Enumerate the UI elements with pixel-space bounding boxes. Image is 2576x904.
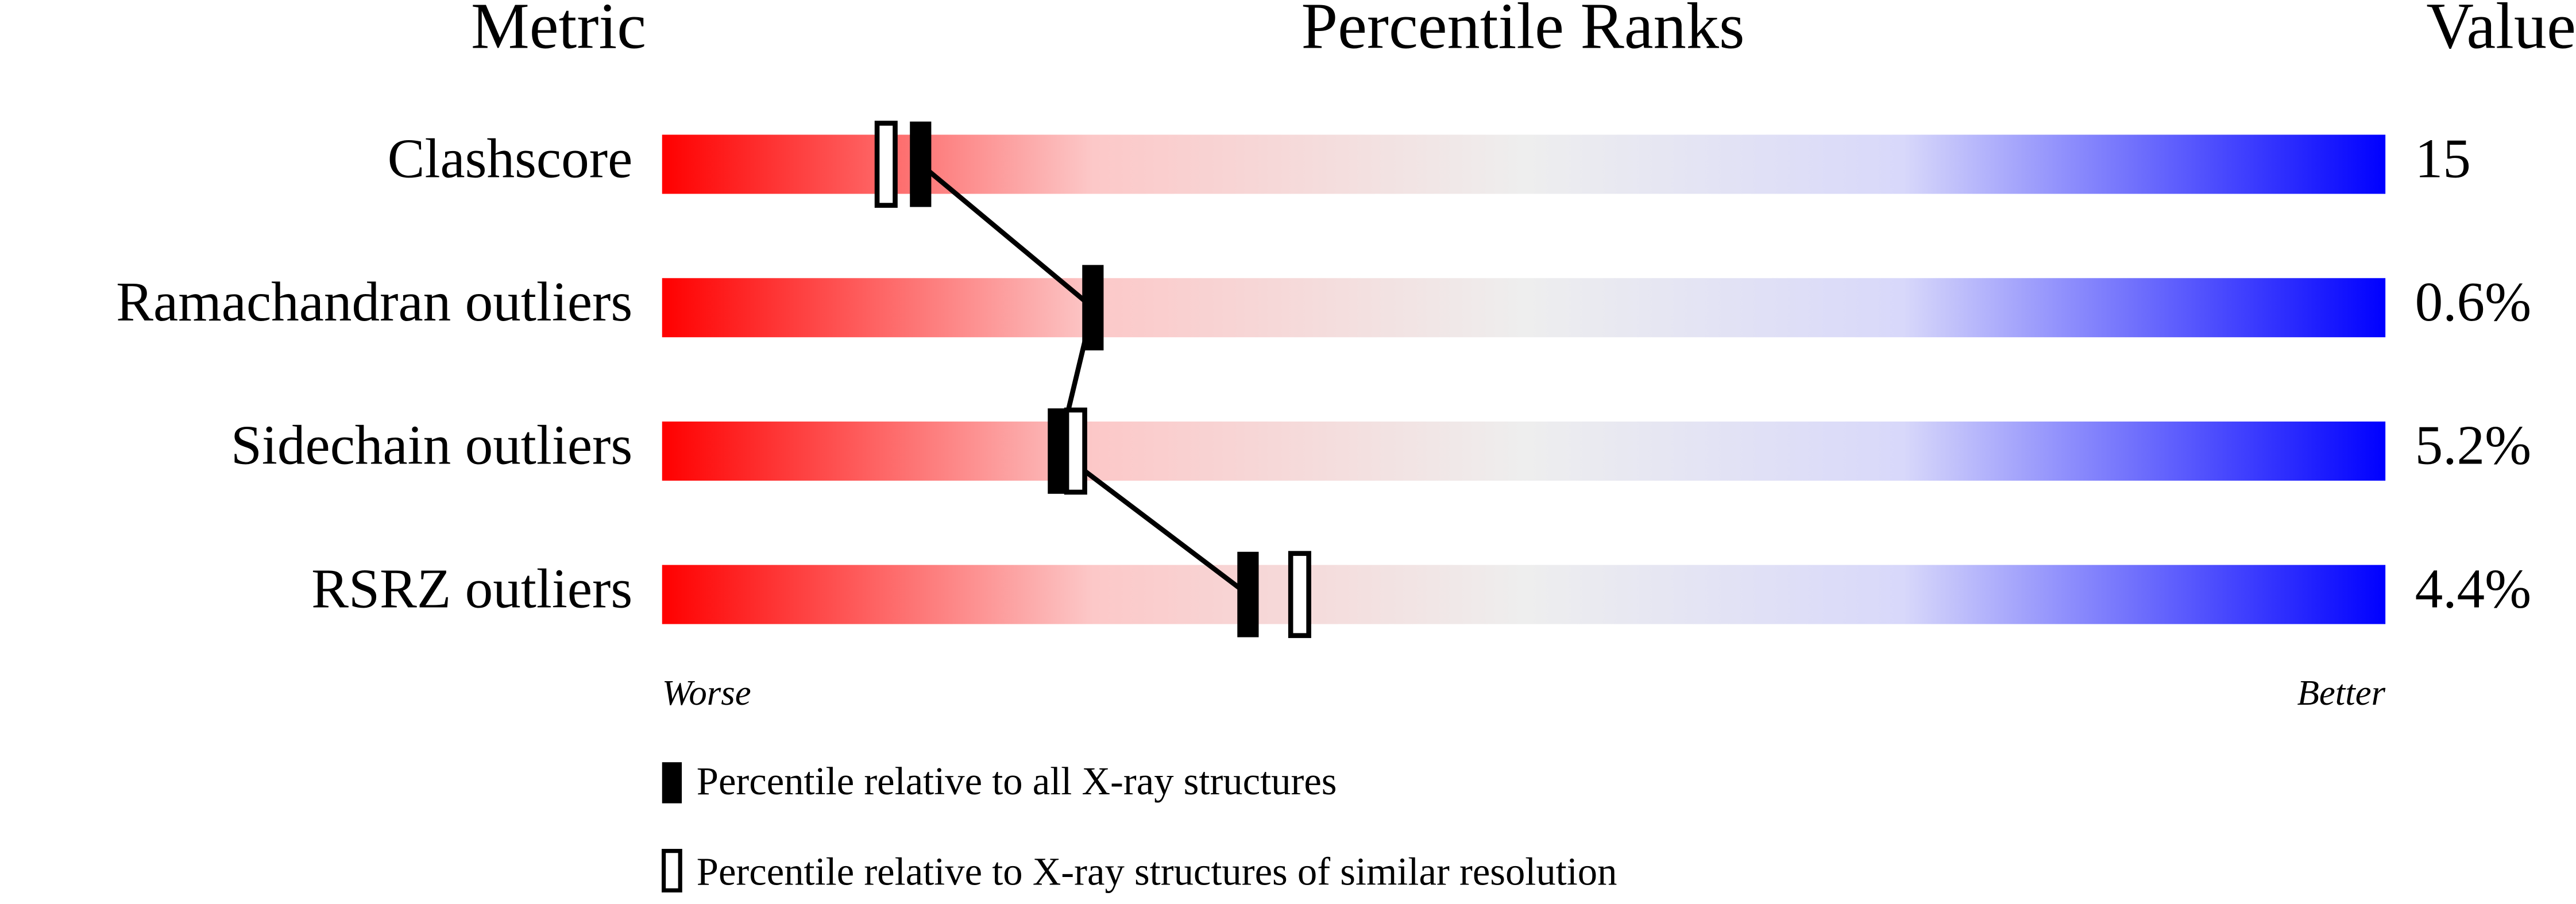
metric-value: 0.6% bbox=[2415, 271, 2532, 333]
legend-label: Percentile relative to all X-ray structu… bbox=[697, 759, 1337, 803]
legend-filled-icon bbox=[662, 762, 682, 803]
percentile-marker-open bbox=[874, 121, 898, 208]
percentile-marker bbox=[1237, 551, 1259, 638]
percentile-marker bbox=[1082, 265, 1104, 351]
metric-value: 4.4% bbox=[2415, 558, 2532, 620]
worse-label: Worse bbox=[662, 673, 751, 713]
connector-line bbox=[919, 162, 1250, 597]
metric-header: Metric bbox=[471, 0, 646, 62]
metric-label: Sidechain outliers bbox=[231, 415, 632, 477]
metric-label: Clashscore bbox=[388, 128, 633, 190]
percentile-marker bbox=[910, 121, 932, 207]
chart-title: Percentile Ranks bbox=[1301, 0, 1745, 62]
metric-value: 15 bbox=[2415, 128, 2471, 190]
gradient-bar bbox=[662, 278, 2386, 338]
gradient-bar bbox=[662, 134, 2386, 194]
metric-label: Ramachandran outliers bbox=[116, 271, 632, 333]
metric-value: 5.2% bbox=[2415, 415, 2532, 477]
legend-open-icon bbox=[662, 849, 682, 893]
percentile-marker-open bbox=[1064, 407, 1087, 495]
metric-label: RSRZ outliers bbox=[311, 558, 632, 620]
gradient-bar bbox=[662, 565, 2386, 624]
value-header: Value bbox=[2426, 0, 2576, 62]
better-label: Better bbox=[2297, 673, 2385, 713]
percentile-marker-open bbox=[1288, 551, 1311, 638]
legend-label: Percentile relative to X-ray structures … bbox=[697, 849, 1617, 893]
gradient-bar bbox=[662, 421, 2386, 481]
